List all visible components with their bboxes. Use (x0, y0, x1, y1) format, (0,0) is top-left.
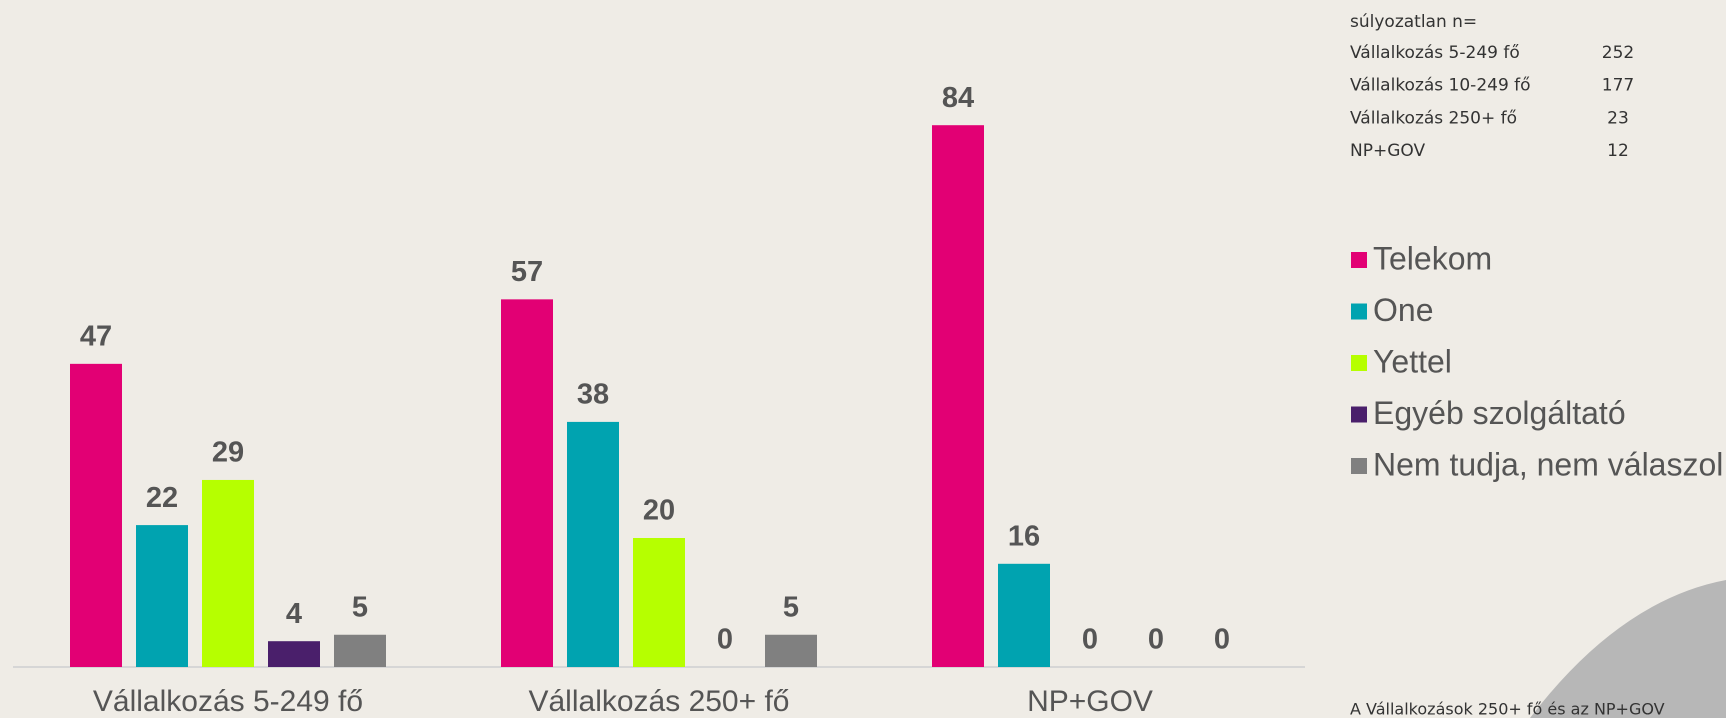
table-label: Vállalkozás 250+ fő (1350, 108, 1517, 128)
value-label: 4 (286, 598, 302, 630)
x-tick-label: Vállalkozás 250+ fő (528, 685, 789, 718)
bar (136, 525, 188, 667)
legend-swatch (1351, 406, 1367, 423)
legend-label: Egyéb szolgáltató (1373, 395, 1626, 431)
legend-swatch (1351, 355, 1367, 371)
value-label: 5 (783, 591, 799, 623)
value-label: 22 (146, 482, 178, 514)
bar (501, 299, 553, 667)
value-label: 0 (1148, 624, 1164, 656)
bar (567, 421, 619, 667)
table-value: 12 (1607, 141, 1629, 161)
legend-label: Nem tudja, nem válaszol (1373, 446, 1723, 482)
bar (202, 479, 254, 667)
table-label: NP+GOV (1350, 141, 1425, 161)
bar (998, 563, 1050, 667)
value-label: 16 (1008, 520, 1040, 552)
table-label: Vállalkozás 10-249 fő (1350, 76, 1531, 96)
value-label: 0 (717, 624, 733, 656)
x-tick-label: Vállalkozás 5-249 fő (93, 685, 363, 718)
table-value: 23 (1607, 108, 1629, 128)
bar (70, 363, 122, 667)
bar (633, 538, 685, 667)
bar (334, 634, 386, 667)
legend-swatch (1351, 252, 1367, 268)
footnote: A Vállalkozások 250+ fő és az NP+GOV (1350, 700, 1665, 718)
legend-label: Yettel (1373, 343, 1452, 379)
value-label: 0 (1214, 624, 1230, 656)
legend-swatch (1351, 303, 1367, 320)
legend-label: Telekom (1373, 240, 1492, 276)
legend-swatch (1351, 458, 1367, 474)
table-value: 252 (1602, 43, 1634, 63)
value-label: 5 (352, 591, 368, 623)
bar (765, 634, 817, 667)
value-label: 20 (643, 495, 675, 527)
bar (932, 125, 984, 667)
bar (268, 641, 320, 667)
table-title: súlyozatlan n= (1350, 12, 1477, 32)
value-label: 29 (212, 437, 244, 469)
value-label: 47 (80, 321, 112, 353)
value-label: 57 (511, 256, 543, 288)
value-label: 38 (577, 379, 609, 411)
legend-label: One (1373, 292, 1433, 328)
x-tick-label: NP+GOV (1027, 685, 1153, 718)
value-label: 0 (1082, 624, 1098, 656)
decoration-arc (1530, 580, 1726, 718)
value-label: 84 (942, 82, 974, 114)
table-value: 177 (1602, 76, 1634, 96)
table-label: Vállalkozás 5-249 fő (1350, 43, 1520, 63)
